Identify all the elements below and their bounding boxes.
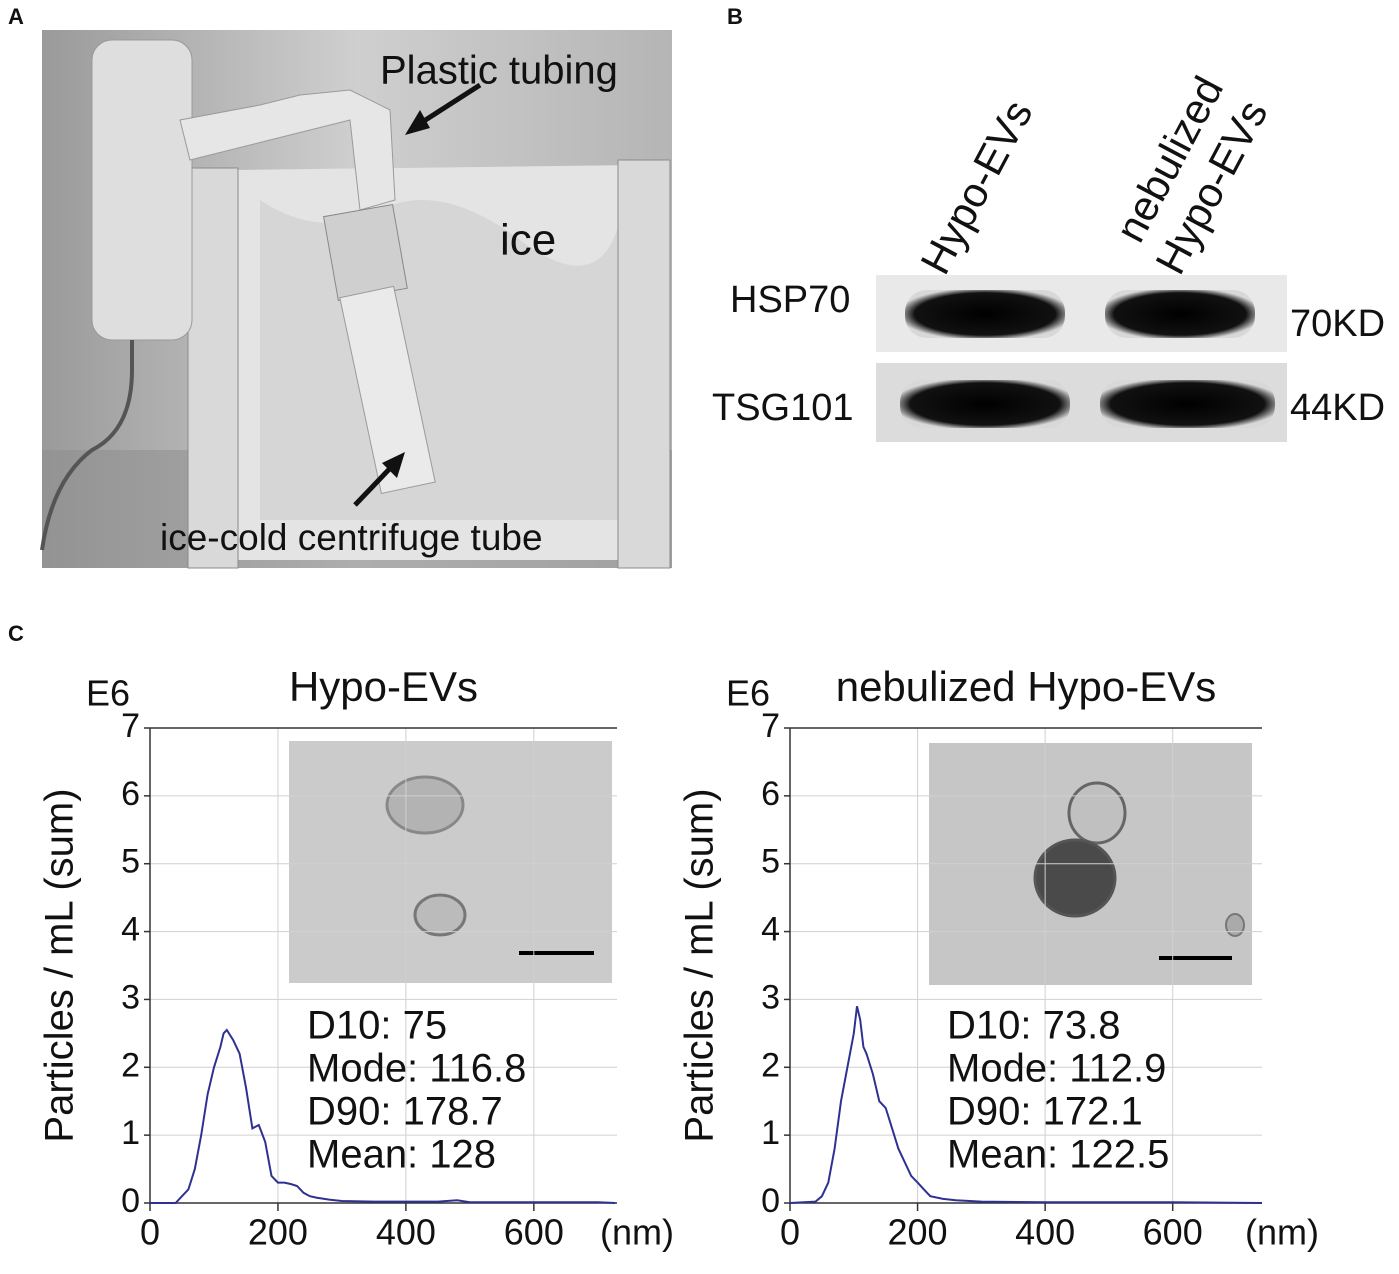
y-tick-label: 6: [121, 775, 140, 813]
panel-label: B: [727, 4, 743, 29]
photo-label: ice-cold centrifuge tube: [160, 517, 543, 558]
chart-title: nebulized Hypo-EVs: [836, 663, 1217, 710]
stat-annotation: D90: 178.7: [307, 1090, 503, 1134]
y-axis-label: Particles / mL (sum): [38, 788, 82, 1142]
stat-annotation: Mode: 112.9: [947, 1047, 1166, 1091]
tem-inset: [289, 741, 612, 983]
band-name: TSG101: [712, 387, 854, 429]
x-tick-label: 200: [888, 1212, 948, 1253]
blot: [876, 275, 1287, 442]
panel-label: A: [8, 4, 24, 29]
band-name: HSP70: [730, 279, 850, 321]
x-tick-label: 200: [248, 1212, 308, 1253]
x-tick-label: 600: [1143, 1212, 1203, 1253]
stat-annotation: Mean: 122.5: [947, 1133, 1169, 1177]
y-axis-label: Particles / mL (sum): [678, 788, 722, 1142]
panel-label: C: [8, 621, 24, 646]
data-line: [789, 1005, 1263, 1204]
band-size: 44KD: [1290, 387, 1385, 429]
y-tick-label: 2: [761, 1046, 780, 1084]
chart-title: Hypo-EVs: [289, 663, 478, 710]
y-tick-label: 2: [121, 1046, 140, 1084]
y-tick-label: 1: [761, 1114, 780, 1152]
y-tick-label: 7: [761, 707, 780, 745]
data-line: [150, 1028, 616, 1204]
y-tick-label: 5: [121, 843, 140, 881]
stat-annotation: D10: 75: [307, 1004, 447, 1048]
y-tick-label: 0: [761, 1182, 780, 1220]
y-tick-label: 3: [761, 978, 780, 1016]
x-tick-label: 0: [140, 1212, 160, 1253]
y-unit: E6: [726, 673, 770, 714]
y-tick-label: 1: [121, 1114, 140, 1152]
x-unit: (nm): [1245, 1212, 1319, 1253]
band-size: 70KD: [1290, 303, 1385, 345]
stat-annotation: Mean: 128: [307, 1133, 496, 1177]
y-tick-label: 4: [121, 911, 140, 949]
x-tick-label: 400: [376, 1212, 436, 1253]
x-tick-label: 400: [1015, 1212, 1075, 1253]
photo-label: ice: [500, 216, 556, 265]
photo: [40, 30, 672, 569]
y-unit: E6: [86, 673, 130, 714]
x-tick-label: 600: [504, 1212, 564, 1253]
y-tick-label: 5: [761, 843, 780, 881]
stat-annotation: D10: 73.8: [947, 1004, 1120, 1048]
stat-annotation: Mode: 116.8: [307, 1047, 526, 1091]
x-tick-label: 0: [780, 1212, 800, 1253]
stat-annotation: D90: 172.1: [947, 1090, 1143, 1134]
photo-label: Plastic tubing: [380, 49, 618, 93]
lane-label: Hypo-EVs: [911, 92, 1041, 281]
y-tick-label: 3: [121, 978, 140, 1016]
x-unit: (nm): [600, 1212, 674, 1253]
y-tick-label: 0: [121, 1182, 140, 1220]
y-tick-label: 4: [761, 911, 780, 949]
y-tick-label: 7: [121, 707, 140, 745]
y-tick-label: 6: [761, 775, 780, 813]
